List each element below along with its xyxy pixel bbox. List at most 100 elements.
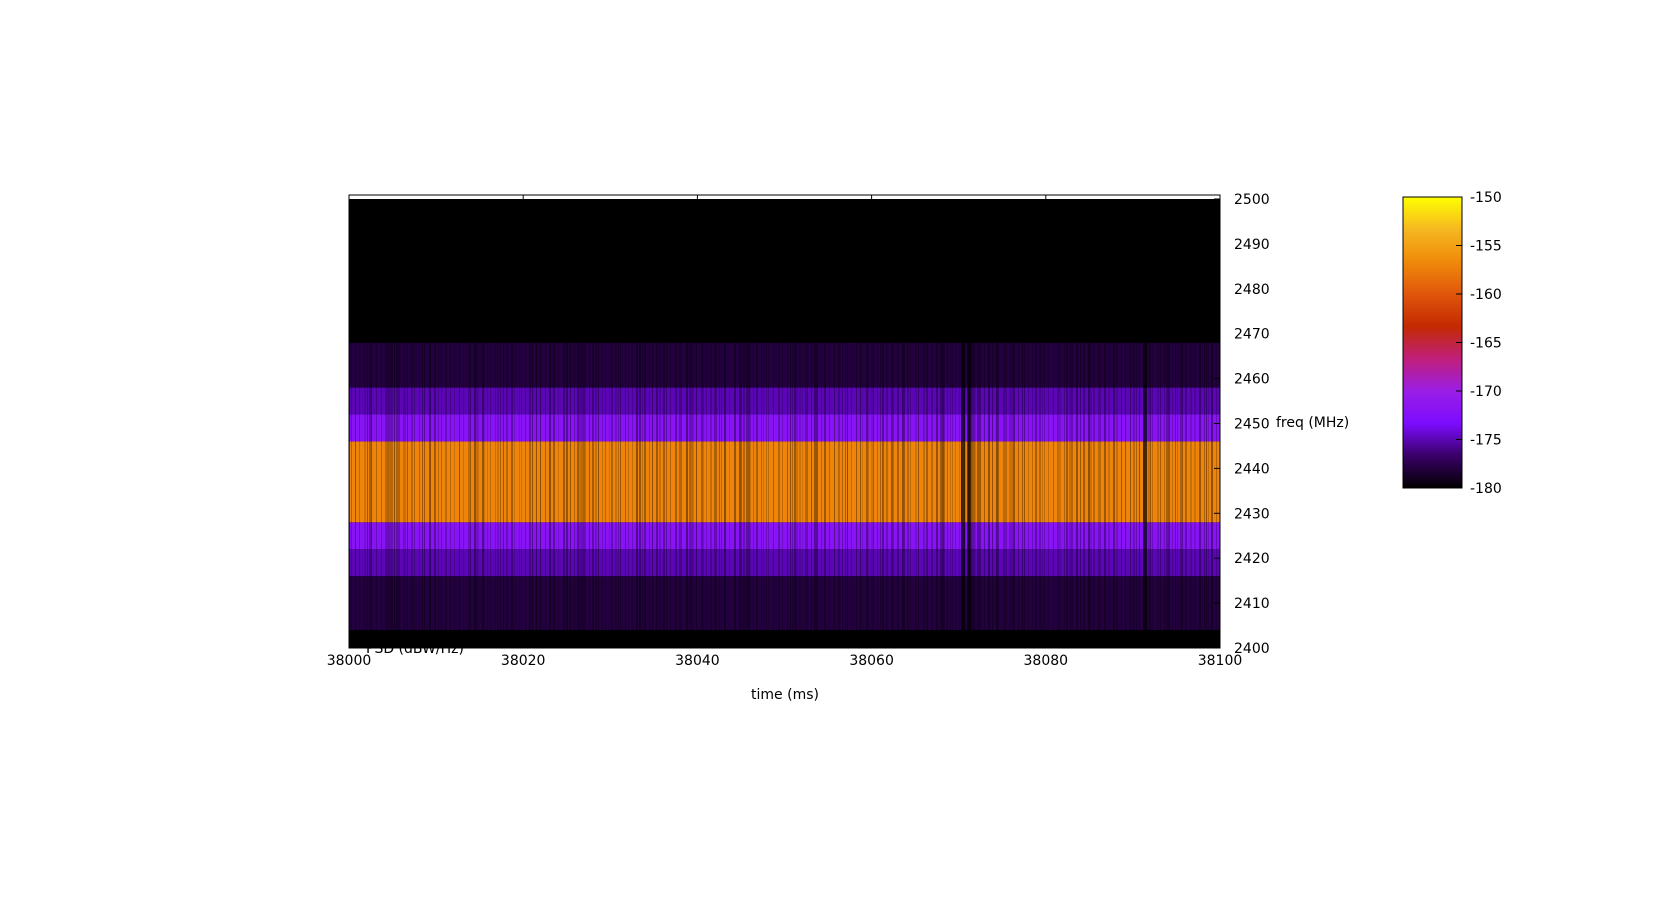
stripe [988,342,990,631]
stripe [794,342,796,631]
stripe [845,342,846,631]
y-tick-label: 2470 [1234,327,1270,343]
stripe [1113,342,1115,631]
x-tick-label: 38000 [327,653,372,669]
stripe [915,342,917,631]
psd-band-2400-2404 [349,630,1220,648]
stripe [944,342,945,631]
stripe [792,342,793,631]
stripe [1044,342,1045,631]
stripe [1104,342,1106,631]
stripe [923,342,925,631]
stripe [351,342,352,631]
stripe [871,342,873,631]
stripe [615,342,617,631]
stripe [403,342,405,631]
stripe [396,342,398,631]
stripe [706,342,707,631]
stripe [503,342,504,631]
stripe [886,342,888,631]
y-tick-label: 2440 [1234,461,1270,477]
stripe [1185,342,1187,631]
stripe [868,342,869,631]
stripe [441,342,442,631]
stripe [950,342,951,631]
x-tick-label: 38040 [675,653,720,669]
stripe [1064,342,1065,631]
stripe [585,342,586,631]
stripe [1035,342,1037,631]
psd-band-2468-2500 [349,199,1220,343]
y-tick-label: 2460 [1234,372,1270,388]
stripe [1208,342,1209,631]
stripe [746,342,748,631]
stripe [984,342,985,631]
colorbar-gradient [1402,196,1463,489]
stripe [1093,342,1095,631]
stripe [407,342,408,631]
stripe [549,342,551,631]
stripe [714,342,716,631]
stripe [355,342,356,631]
stripe [563,342,565,631]
stripe [532,342,533,631]
stripe [729,342,730,631]
stripe [904,342,905,631]
stripe [1090,342,1092,631]
plot-border [348,194,1221,649]
stripe [787,342,788,631]
stripe [816,342,818,631]
stripe [942,342,944,631]
stripe [611,342,613,631]
psd-band-2458-2468 [349,342,1220,388]
stripe [1059,342,1061,631]
stripe [975,342,976,631]
stripe [628,342,629,631]
stripe [716,342,717,631]
stripe [851,342,852,631]
stripe [1148,342,1150,631]
stripe [581,342,583,631]
stripe [602,342,603,631]
stripe [1166,342,1168,631]
stripe [583,342,585,631]
stripe [996,342,998,631]
stripe [877,342,878,631]
stripe [1009,342,1011,631]
stripe [387,342,389,631]
y-tick-label: 2500 [1234,192,1270,208]
signal-gap [961,333,966,640]
stripe [1011,342,1013,631]
stripe [696,342,697,631]
stripe [359,342,360,631]
x-tick-label: 38060 [849,653,894,669]
stripe [414,342,415,631]
stripe [860,342,861,631]
stripe [897,342,899,631]
stripe [891,342,893,631]
stripe [778,342,780,631]
stripe [1098,342,1100,631]
stripe [1024,342,1025,631]
stripe [1160,342,1161,631]
stripe [598,342,599,631]
stripe [506,342,508,631]
stripe [1125,342,1126,631]
stripe [536,342,537,631]
stripe [1204,342,1205,631]
stripe [558,342,559,631]
stripe [1013,342,1015,631]
stripe [553,342,555,631]
stripe [918,342,919,631]
stripe [468,342,470,631]
stripe [376,342,377,631]
stripe [743,342,745,631]
stripe [1121,342,1122,631]
colorbar: -150 -155 -160 -165 -170 -175 -180 [1402,190,1502,497]
stripe [478,342,479,631]
stripe [882,342,884,631]
stripe [750,342,751,631]
stripe [454,342,455,631]
stripe [422,342,423,631]
